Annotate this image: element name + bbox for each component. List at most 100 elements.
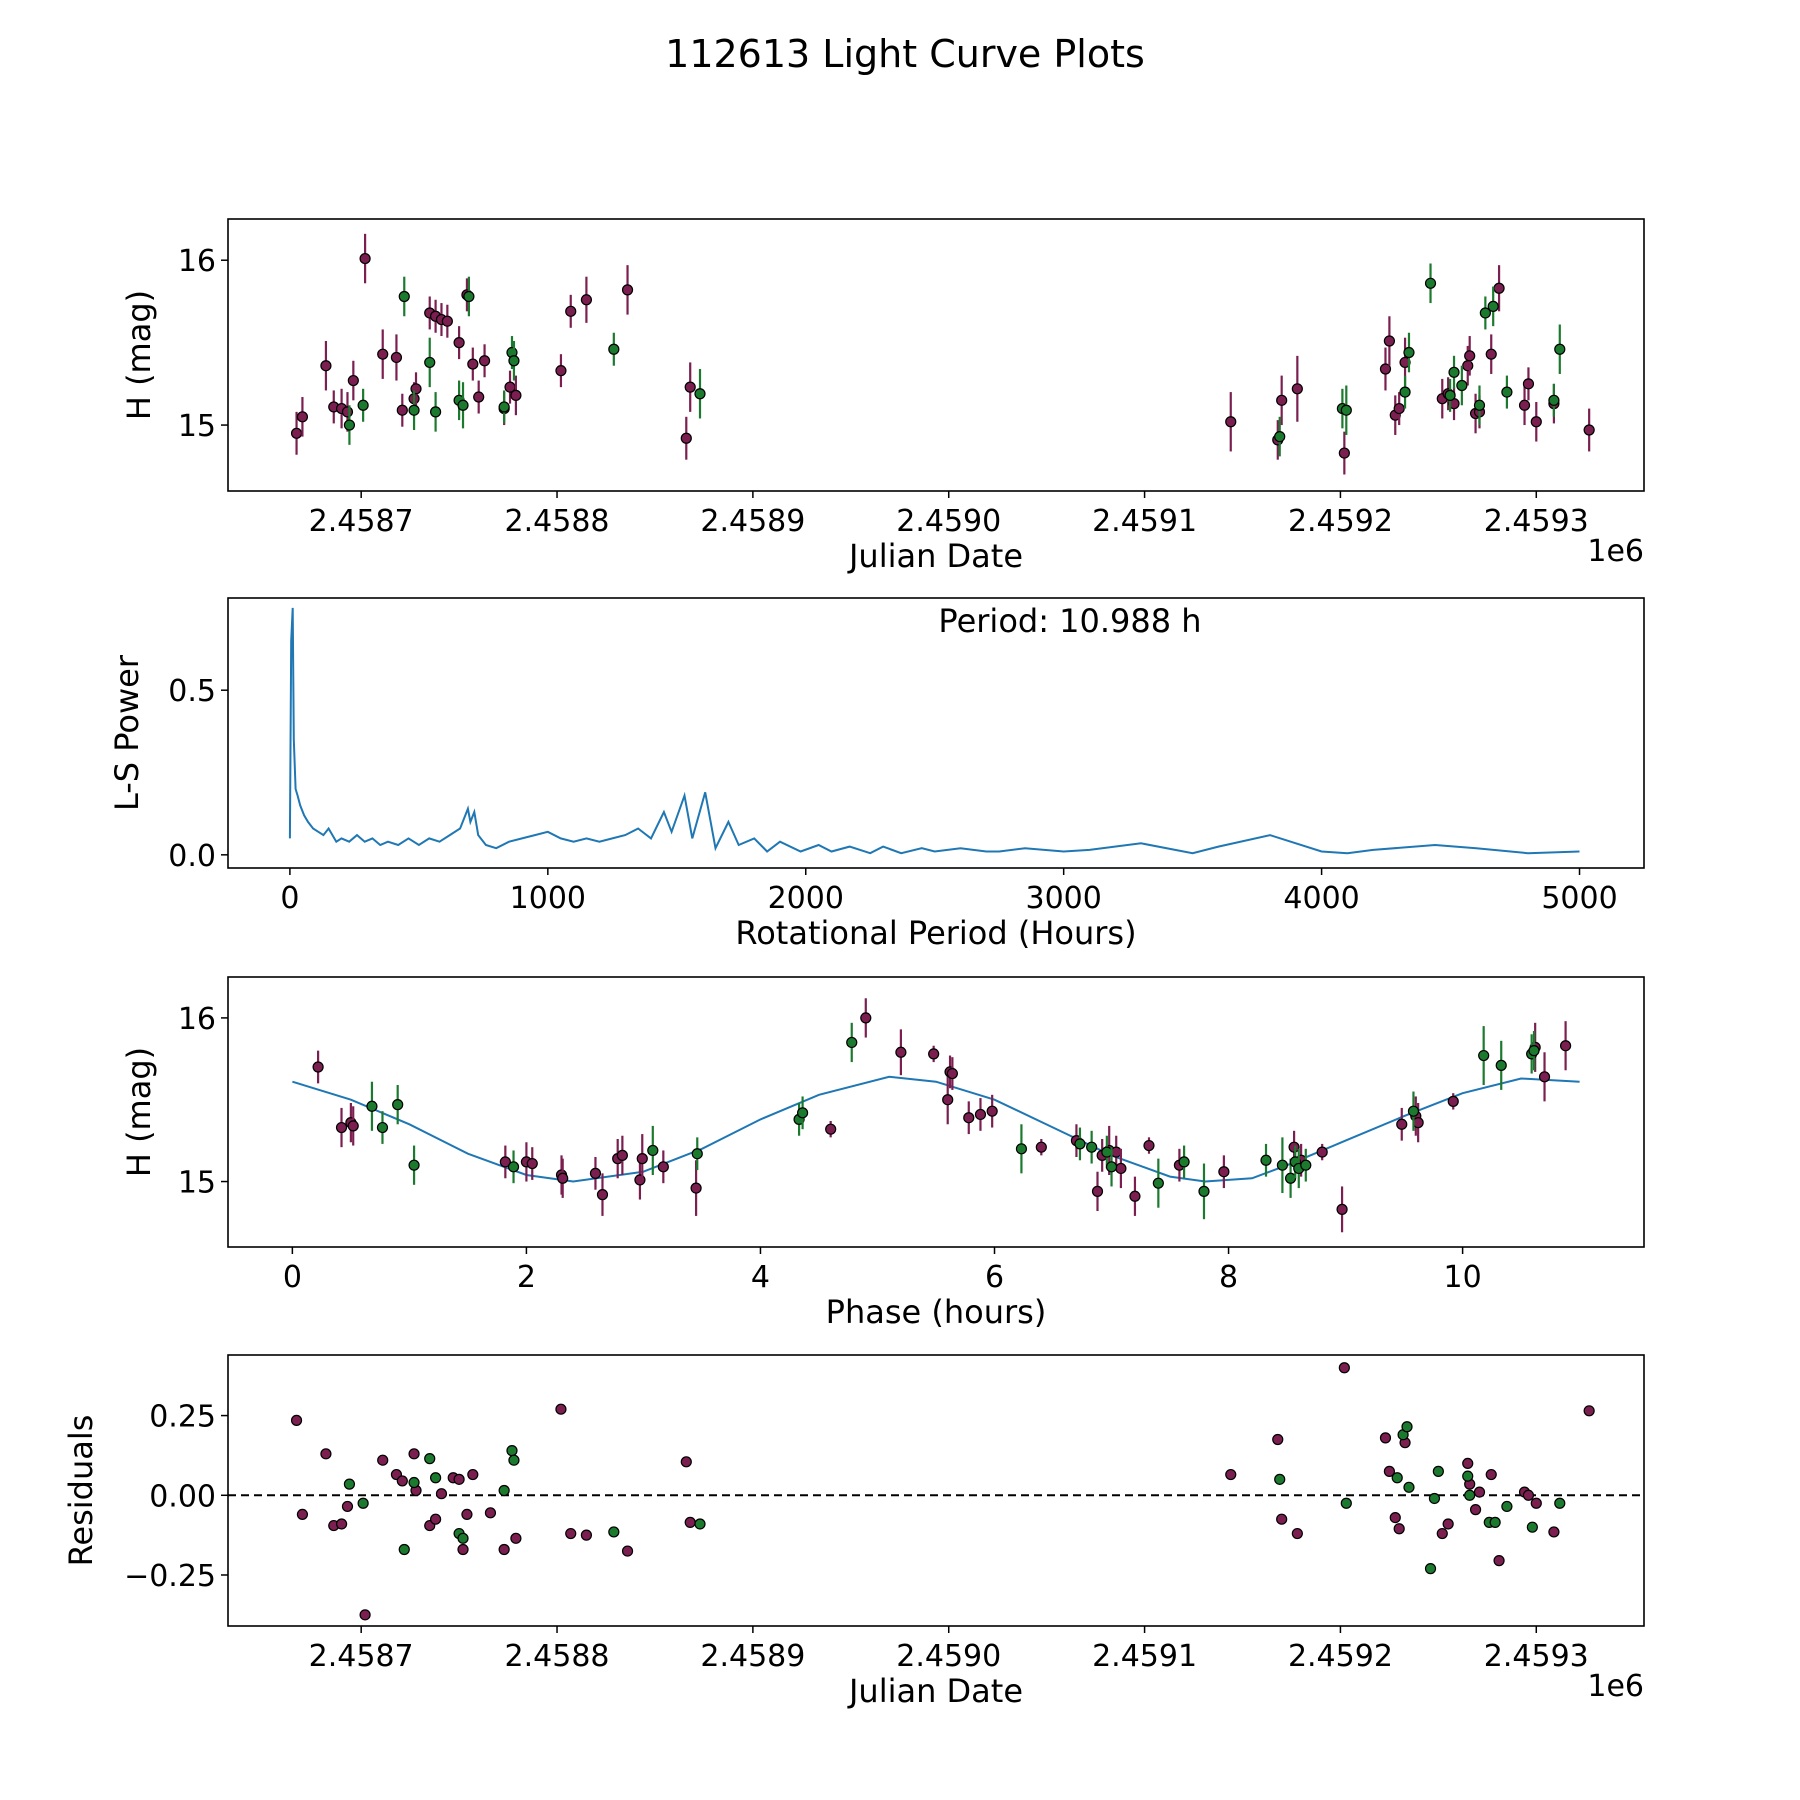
data-point bbox=[846, 1036, 858, 1049]
data-point bbox=[359, 1609, 371, 1621]
data-point bbox=[498, 1543, 510, 1556]
x-tick-label: 2.4593 bbox=[1484, 1639, 1589, 1674]
x-tick-label: 8 bbox=[1219, 1260, 1238, 1295]
y-axis-label: H (mag) bbox=[120, 1047, 158, 1177]
data-point bbox=[963, 1112, 975, 1124]
data-point bbox=[1436, 1527, 1448, 1540]
data-point bbox=[1383, 1465, 1395, 1477]
data-point bbox=[343, 1478, 356, 1490]
data-point bbox=[435, 1488, 448, 1500]
data-point bbox=[1522, 1489, 1535, 1501]
panel-residuals: 2.4587 2.4588 2.4589 2.4590 2.4591 2.4592 2.45… bbox=[62, 1354, 1645, 1710]
x-tick-label: 2.4589 bbox=[700, 504, 805, 539]
data-point bbox=[461, 1508, 473, 1521]
data-point bbox=[467, 358, 479, 370]
data-point bbox=[1274, 431, 1286, 443]
data-point bbox=[398, 290, 410, 303]
data-point bbox=[1225, 1468, 1237, 1481]
data-point bbox=[555, 1403, 567, 1415]
data-point bbox=[1485, 348, 1497, 360]
data-point bbox=[1583, 1405, 1595, 1417]
data-point bbox=[1487, 300, 1499, 312]
data-point bbox=[1225, 416, 1237, 428]
data-point bbox=[942, 1094, 954, 1106]
data-point bbox=[1340, 1497, 1352, 1509]
data-point bbox=[478, 355, 491, 367]
data-point bbox=[366, 1100, 378, 1112]
data-point bbox=[1424, 277, 1437, 289]
data-point bbox=[690, 1182, 702, 1194]
data-point bbox=[396, 404, 408, 416]
data-point bbox=[1396, 1118, 1408, 1130]
data-point bbox=[657, 1161, 669, 1173]
data-point bbox=[341, 1500, 354, 1513]
x-tick-label: 4 bbox=[751, 1260, 770, 1295]
data-point bbox=[1548, 394, 1560, 406]
data-point bbox=[359, 252, 371, 265]
y-axis-label: L-S Power bbox=[108, 654, 146, 811]
data-point bbox=[1462, 1457, 1474, 1470]
data-point bbox=[357, 399, 369, 411]
data-point bbox=[1469, 1504, 1482, 1516]
x-tick-label: 4000 bbox=[1283, 881, 1359, 916]
data-point bbox=[608, 343, 620, 355]
period-annotation: Period: 10.988 h bbox=[938, 602, 1201, 640]
data-point bbox=[596, 1189, 609, 1201]
data-point bbox=[1074, 1138, 1086, 1150]
data-point bbox=[1393, 1523, 1405, 1535]
data-point bbox=[1276, 394, 1288, 406]
y-tick-label: 15 bbox=[178, 409, 216, 444]
data-point bbox=[1559, 1040, 1572, 1052]
data-point bbox=[1276, 1159, 1288, 1171]
data-point bbox=[377, 348, 389, 360]
data-point bbox=[1478, 1049, 1490, 1062]
data-point bbox=[684, 381, 696, 393]
data-point bbox=[441, 315, 453, 327]
data-point bbox=[1412, 1117, 1424, 1129]
data-point bbox=[430, 1472, 442, 1484]
data-point bbox=[974, 1108, 987, 1121]
panel-periodogram: Period: 10.988 h 0 1000 2000 3000 4000 5000 0.… bbox=[108, 597, 1645, 952]
data-point bbox=[430, 1513, 442, 1525]
y-tick-label: 16 bbox=[178, 1002, 216, 1037]
data-point bbox=[1464, 350, 1476, 362]
data-point bbox=[1493, 1555, 1505, 1567]
data-point bbox=[647, 1144, 659, 1157]
panel-lightcurve: 2.4587 2.4588 2.4589 2.4590 2.4591 2.4592 2.45… bbox=[120, 218, 1645, 575]
x-axis-label: Phase (hours) bbox=[826, 1293, 1047, 1331]
data-point bbox=[1448, 366, 1460, 378]
axes-frame bbox=[227, 976, 1645, 1248]
x-axis-label: Rotational Period (Hours) bbox=[735, 914, 1136, 952]
data-point bbox=[484, 1507, 497, 1519]
data-point bbox=[1530, 416, 1542, 428]
data-point bbox=[396, 1475, 408, 1487]
data-point bbox=[684, 1516, 696, 1528]
data-point bbox=[1393, 402, 1405, 415]
data-point bbox=[424, 356, 436, 369]
data-point bbox=[296, 1508, 309, 1521]
data-point bbox=[398, 1543, 410, 1556]
data-point bbox=[1538, 1071, 1551, 1083]
data-point bbox=[508, 1454, 520, 1466]
x-tick-label: 2.4592 bbox=[1288, 1639, 1393, 1674]
data-point bbox=[1340, 404, 1352, 416]
data-point bbox=[1178, 1156, 1190, 1168]
data-point bbox=[621, 1545, 634, 1557]
data-point bbox=[1338, 1362, 1350, 1374]
data-point bbox=[347, 374, 359, 387]
data-point bbox=[392, 1099, 404, 1111]
data-point bbox=[636, 1153, 648, 1165]
x-tick-label: 2000 bbox=[768, 881, 844, 916]
axes-frame bbox=[227, 218, 1645, 492]
data-point bbox=[1526, 1521, 1538, 1533]
data-point bbox=[424, 1453, 436, 1465]
data-point bbox=[1086, 1141, 1098, 1153]
data-point bbox=[1338, 447, 1350, 459]
data-point bbox=[1518, 399, 1531, 411]
panel-phase-fold: 0 2 4 6 8 10 15 16 Phase (hours) H (mag) bbox=[120, 976, 1645, 1331]
data-point bbox=[1383, 335, 1395, 347]
data-point bbox=[1101, 1146, 1113, 1158]
data-point bbox=[1115, 1162, 1127, 1175]
data-point bbox=[1554, 1497, 1566, 1509]
data-point bbox=[986, 1105, 998, 1117]
